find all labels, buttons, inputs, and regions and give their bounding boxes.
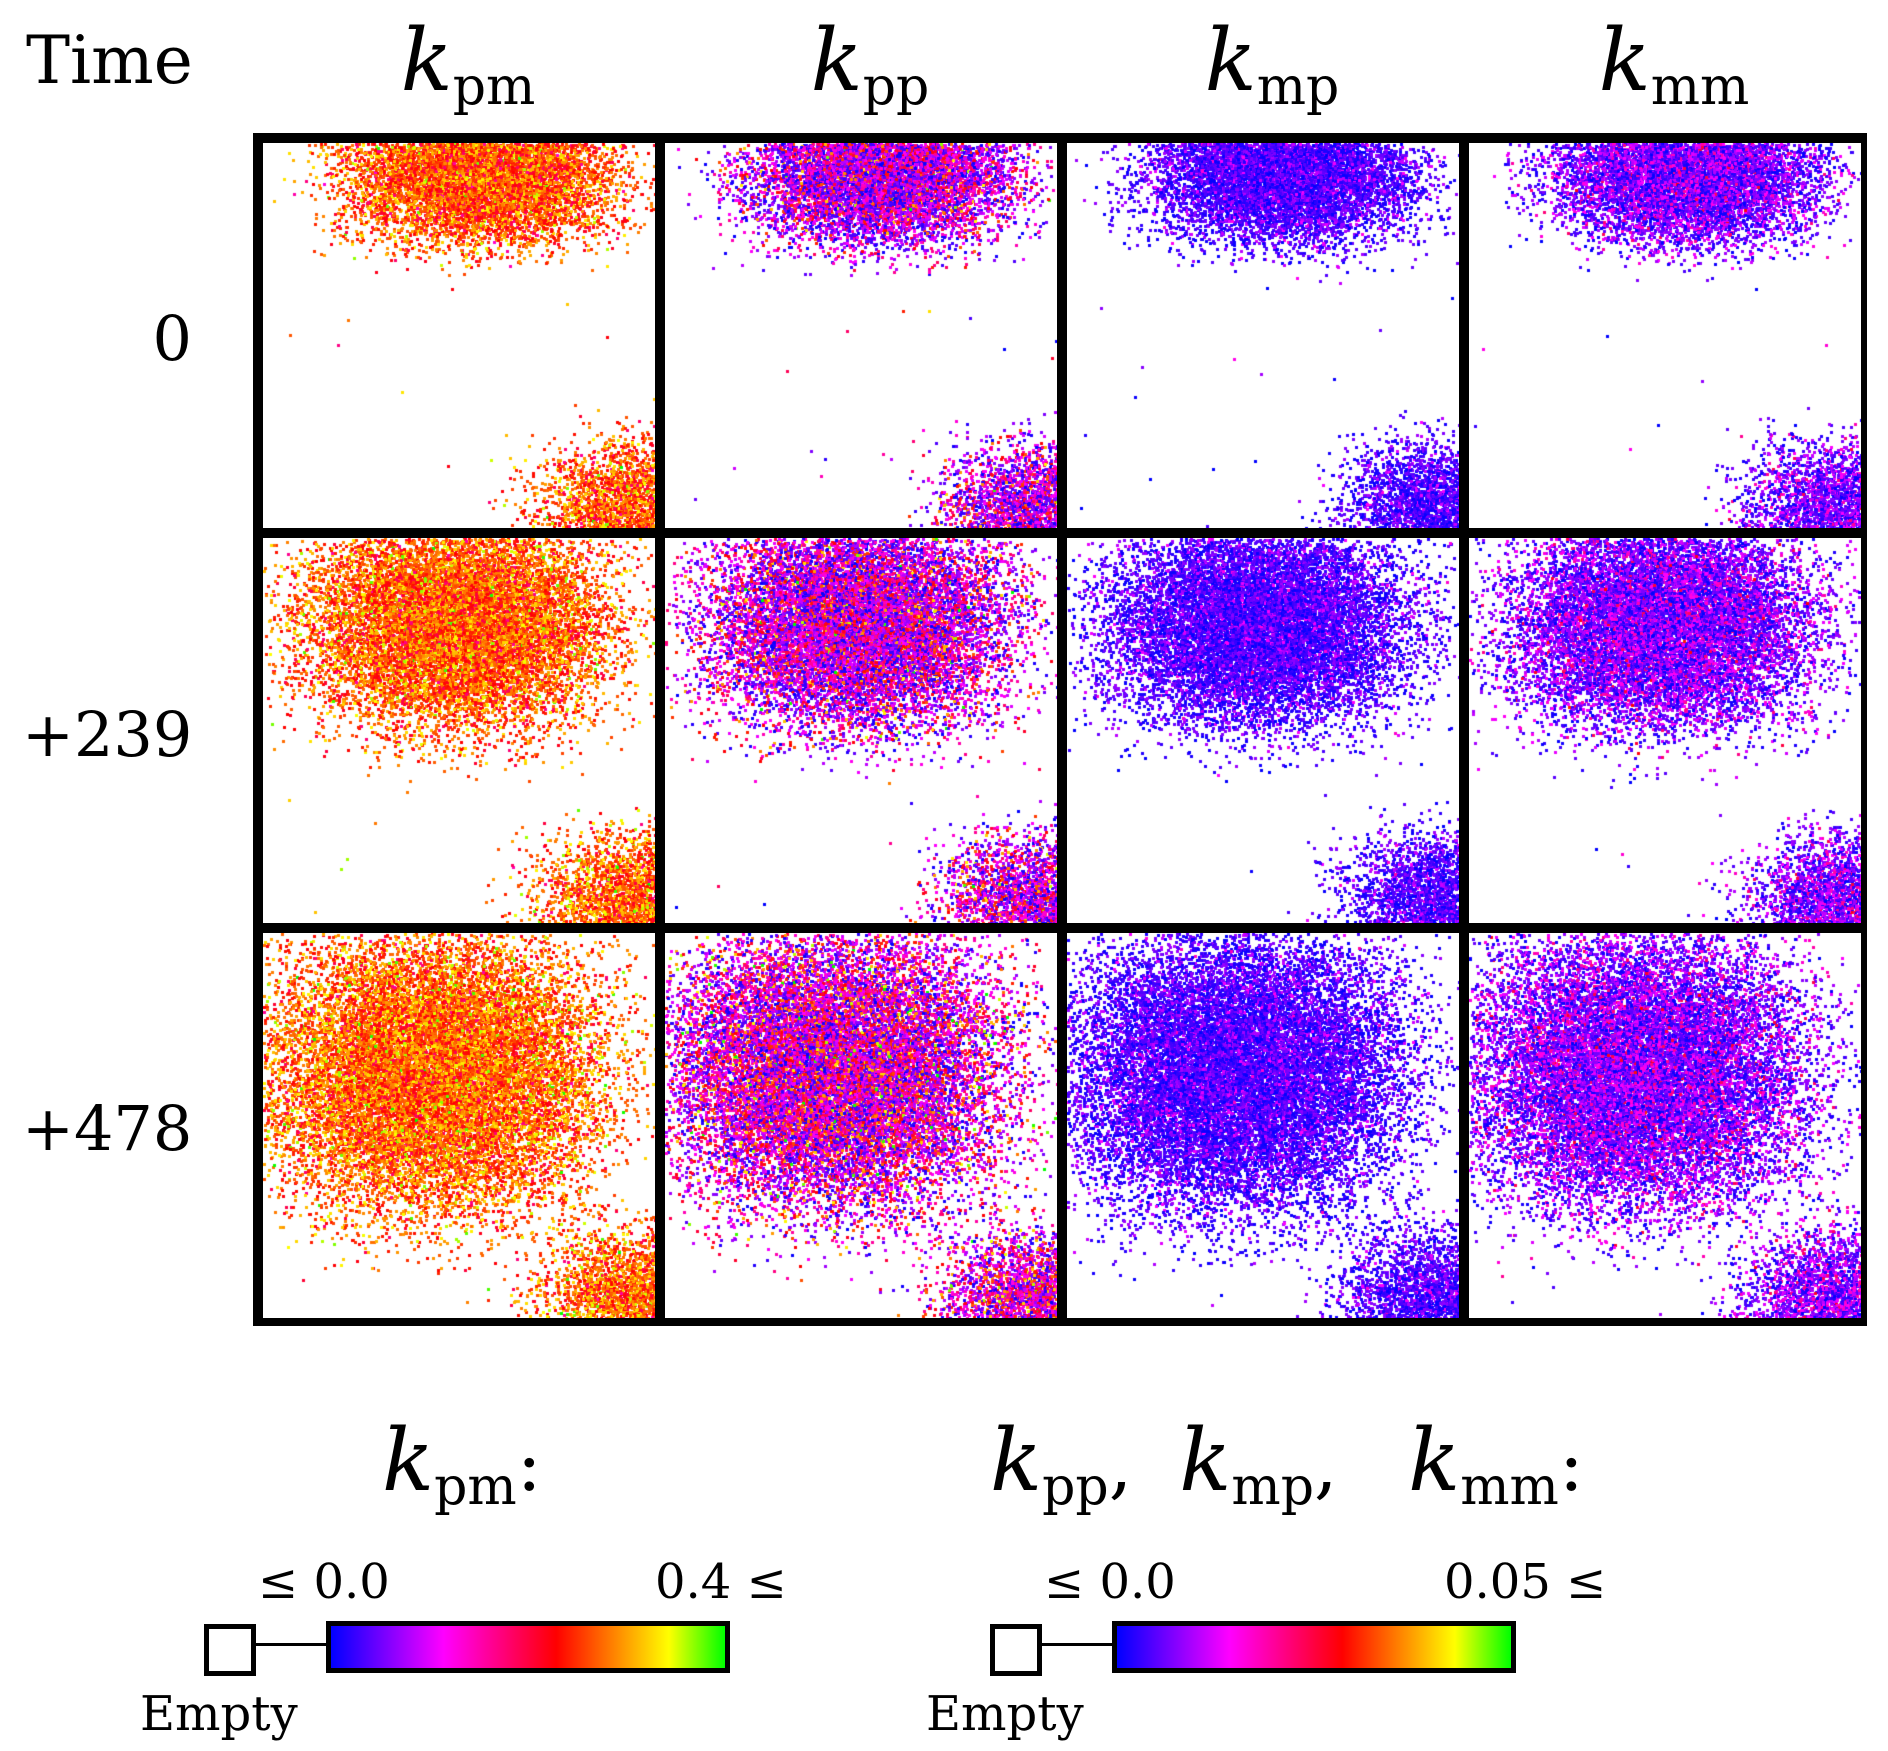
legend-kpm-min-label: ≤ 0.0 bbox=[258, 1554, 390, 1610]
column-header-base: k bbox=[810, 11, 863, 111]
legend-k-connector bbox=[1042, 1643, 1114, 1646]
legend-k-empty-label: Empty bbox=[926, 1686, 1084, 1742]
heatmap-panel-mm-row-2 bbox=[1469, 933, 1861, 1318]
heatmap-panel-pm-row-1 bbox=[263, 538, 655, 923]
legend-kpm-connector bbox=[256, 1643, 328, 1646]
column-header-sub: mp bbox=[1256, 57, 1340, 117]
row-label-time-478: +478 bbox=[22, 1092, 193, 1165]
legend-k-max-label: 0.05 ≤ bbox=[1444, 1554, 1607, 1610]
column-header-kmp: kmp bbox=[1072, 18, 1472, 113]
heatmap-panel-pm-row-0 bbox=[263, 143, 655, 528]
heatmap-panel-pp-row-2 bbox=[665, 933, 1057, 1318]
time-column-header: Time bbox=[26, 22, 193, 99]
column-header-sub: pm bbox=[452, 57, 536, 117]
column-header-base: k bbox=[1204, 11, 1257, 111]
row-label-time-239: +239 bbox=[22, 698, 193, 771]
legend-k-empty-swatch bbox=[990, 1624, 1042, 1676]
legend-kpm-title: kpm: bbox=[382, 1411, 542, 1517]
legend-kpm-empty-swatch bbox=[204, 1624, 256, 1676]
legend-kpm-max-label: 0.4 ≤ bbox=[655, 1554, 787, 1610]
legend-k-min-label: ≤ 0.0 bbox=[1044, 1554, 1176, 1610]
column-header-kmm: kmm bbox=[1474, 18, 1874, 113]
heatmap-panel-pm-row-2 bbox=[263, 933, 655, 1318]
legend-k-colorbar bbox=[1112, 1621, 1516, 1673]
heatmap-panel-pp-row-0 bbox=[665, 143, 1057, 528]
column-header-sub: pp bbox=[862, 57, 930, 117]
column-header-kpp: kpp bbox=[670, 18, 1070, 113]
heatmap-panel-mp-row-2 bbox=[1067, 933, 1459, 1318]
row-label-time-0: 0 bbox=[152, 302, 192, 375]
heatmap-panel-mm-row-0 bbox=[1469, 143, 1861, 528]
column-header-base: k bbox=[400, 11, 453, 111]
heatmap-panel-mp-row-1 bbox=[1067, 538, 1459, 923]
heatmap-grid bbox=[253, 133, 1867, 1326]
legend-kpm-colorbar bbox=[326, 1621, 730, 1673]
heatmap-panel-mp-row-0 bbox=[1067, 143, 1459, 528]
legend-kpp-kmp-kmm-title: kpp, kmp, kmm: bbox=[990, 1411, 1584, 1517]
heatmap-panel-mm-row-1 bbox=[1469, 538, 1861, 923]
column-header-kpm: kpm bbox=[268, 18, 668, 113]
column-header-sub: mm bbox=[1650, 57, 1750, 117]
column-header-base: k bbox=[1598, 11, 1651, 111]
legend-kpm-empty-label: Empty bbox=[140, 1686, 298, 1742]
heatmap-panel-pp-row-1 bbox=[665, 538, 1057, 923]
